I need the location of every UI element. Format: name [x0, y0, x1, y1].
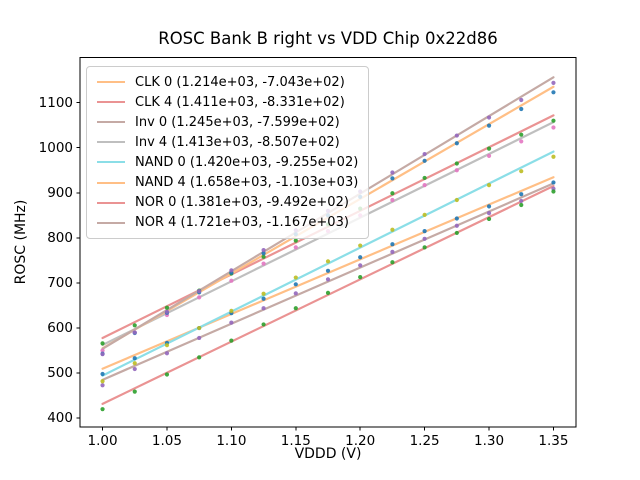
legend-label: NAND 4 (1.658e+03, -1.103e+03): [135, 175, 359, 191]
y-tick-label: 600: [47, 320, 73, 337]
legend-item-inv-4: Inv 4 (1.413e+03, -8.507e+02): [97, 132, 358, 152]
legend-item-inv-0: Inv 0 (1.245e+03, -7.599e+02): [97, 112, 358, 132]
x-tick-label: 1.30: [474, 433, 505, 449]
scatter-series-nand-0: [100, 154, 556, 384]
y-tick-label: 700: [47, 274, 73, 291]
legend-line-swatch: [97, 201, 125, 204]
x-tick-label: 1.25: [409, 433, 440, 449]
fit-line-clk-0: [101, 176, 555, 370]
legend-line-swatch: [97, 221, 125, 224]
x-tick-label: 1.20: [345, 433, 376, 449]
legend-label: Inv 4 (1.413e+03, -8.507e+02): [135, 134, 340, 150]
y-tick-label: 500: [47, 365, 73, 382]
legend-label: CLK 4 (1.411e+03, -8.331e+02): [135, 94, 345, 110]
legend-line-swatch: [97, 161, 125, 164]
scatter-series-nor-0: [100, 189, 556, 412]
x-tick-label: 1.05: [151, 433, 182, 449]
legend-line-swatch: [97, 141, 125, 144]
legend-label: NAND 0 (1.420e+03, -9.255e+02): [135, 154, 359, 170]
y-tick-label: 400: [47, 410, 73, 427]
legend-line-swatch: [97, 121, 125, 124]
legend-item-clk-4: CLK 4 (1.411e+03, -8.331e+02): [97, 92, 358, 112]
x-tick-label: 1.15: [280, 433, 311, 449]
y-tick-label: 900: [47, 184, 73, 201]
legend-label: NOR 4 (1.721e+03, -1.167e+03): [135, 215, 349, 231]
y-tick-label: 1000: [38, 139, 73, 156]
axes-spines: [79, 57, 577, 428]
legend-line-swatch: [97, 101, 125, 104]
legend-line-swatch: [97, 181, 125, 184]
legend-item-nand-0: NAND 0 (1.420e+03, -9.255e+02): [97, 152, 358, 172]
legend-item-nor-4: NOR 4 (1.721e+03, -1.167e+03): [97, 213, 358, 233]
chart-title: ROSC Bank B right vs VDD Chip 0x22d86: [158, 29, 498, 48]
tick-marks: [76, 102, 554, 431]
legend-item-nand-4: NAND 4 (1.658e+03, -1.103e+03): [97, 172, 358, 192]
legend-label: CLK 0 (1.214e+03, -7.043e+02): [135, 74, 345, 90]
y-tick-label: 1100: [38, 94, 73, 111]
fit-line-nand-0: [101, 150, 555, 377]
x-axis-label: VDDD (V): [294, 446, 362, 462]
legend-label: Inv 0 (1.245e+03, -7.599e+02): [135, 114, 340, 130]
legend-item-clk-0: CLK 0 (1.214e+03, -7.043e+02): [97, 72, 358, 92]
legend-label: NOR 0 (1.381e+03, -9.492e+02): [135, 195, 349, 211]
fit-line-inv-0: [101, 182, 555, 381]
x-tick-label: 1.10: [216, 433, 247, 449]
x-tick-label: 1.00: [87, 433, 118, 449]
legend-item-nor-0: NOR 0 (1.381e+03, -9.492e+02): [97, 193, 358, 213]
x-tick-label: 1.35: [538, 433, 569, 449]
legend: CLK 0 (1.214e+03, -7.043e+02) CLK 4 (1.41…: [86, 66, 370, 239]
scatter-series-inv-0: [100, 186, 556, 388]
y-tick-label: 800: [47, 229, 73, 246]
legend-line-swatch: [97, 81, 125, 84]
